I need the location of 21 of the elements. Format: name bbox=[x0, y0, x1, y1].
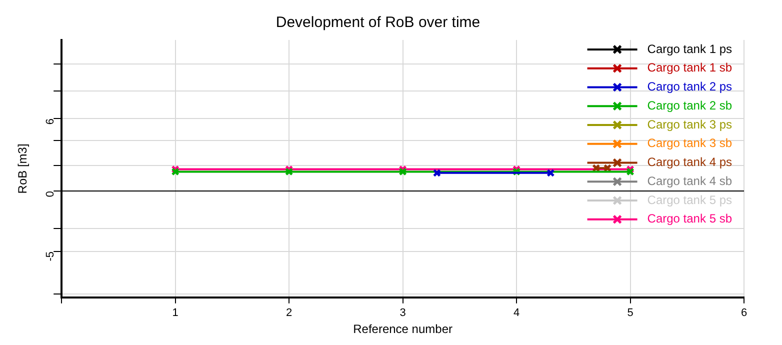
legend-label: Cargo tank 4 ps bbox=[647, 155, 732, 170]
y-axis-title: RoB [m3] bbox=[16, 144, 30, 194]
chart-title: Development of RoB over time bbox=[276, 14, 480, 32]
legend-label: Cargo tank 3 ps bbox=[647, 117, 732, 132]
legend-label: Cargo tank 2 ps bbox=[647, 80, 732, 94]
x-tick-label: 3 bbox=[400, 307, 406, 320]
legend-label: Cargo tank 2 sb bbox=[647, 98, 732, 112]
x-tick-label: 4 bbox=[513, 307, 520, 320]
legend-label: Cargo tank 1 sb bbox=[647, 60, 732, 75]
x-tick-label: 6 bbox=[740, 307, 748, 320]
y-tick-label: 0 bbox=[44, 191, 57, 198]
x-tick-label: 5 bbox=[627, 307, 634, 320]
legend-label: Cargo tank 4 sb bbox=[647, 174, 732, 188]
x-tick-label: 2 bbox=[286, 307, 292, 320]
y-tick-label: -5 bbox=[44, 251, 57, 262]
legend-label: Cargo tank 5 sb bbox=[647, 212, 732, 226]
y-tick-label: 6 bbox=[44, 118, 57, 125]
legend-label: Cargo tank 1 ps bbox=[647, 42, 732, 56]
x-axis-title: Reference number bbox=[353, 322, 452, 336]
x-tick-label: 1 bbox=[172, 307, 178, 320]
legend-label: Cargo tank 3 sb bbox=[647, 136, 732, 150]
